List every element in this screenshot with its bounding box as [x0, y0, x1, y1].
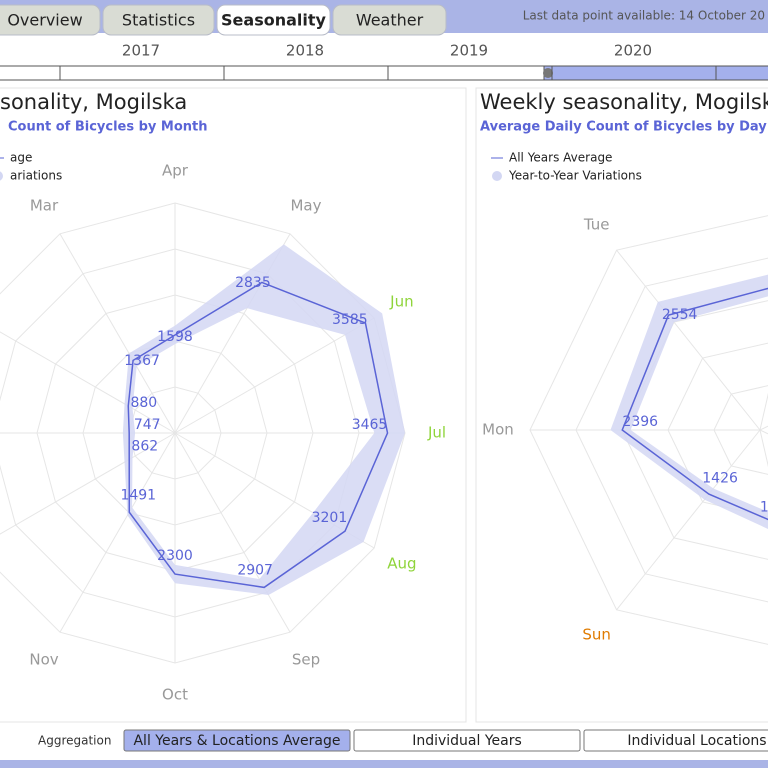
aggregation-button[interactable] [123, 729, 351, 752]
left-panel [0, 87, 467, 723]
aggregation-button-label[interactable]: Individual Locations [627, 733, 766, 749]
radar-spoke [616, 249, 761, 431]
data-label: 880 [130, 395, 157, 411]
tab[interactable] [102, 4, 215, 36]
data-label: 747 [134, 417, 161, 433]
radar-spoke [0, 331, 176, 434]
radar-spoke [759, 392, 768, 431]
tab-label[interactable]: Weather [356, 11, 424, 30]
year-label[interactable]: 2017 [122, 42, 160, 60]
data-label: 862 [131, 438, 158, 454]
radar-spoke [174, 317, 375, 434]
radar-spoke [59, 432, 176, 633]
year-label[interactable]: 2018 [286, 42, 324, 60]
legend-label: age [10, 151, 32, 165]
chart-subtitle: Average Daily Count of Bicycles by Day o [480, 120, 768, 135]
data-label: 3585 [332, 312, 368, 328]
radar-spoke [616, 429, 761, 611]
data-label: 2300 [157, 548, 193, 564]
tab[interactable] [216, 4, 331, 36]
category-label: Jun [389, 293, 413, 311]
legend-label: Year-to-Year Variations [508, 169, 642, 183]
last-data-point: Last data point available: 14 October 20 [523, 9, 765, 23]
category-label: Nov [29, 650, 58, 668]
aggregation-button-label[interactable]: All Years & Locations Average [133, 733, 340, 749]
radar-spoke [59, 233, 176, 434]
year-label[interactable]: 2019 [450, 42, 488, 60]
tab-label[interactable]: Statistics [122, 11, 195, 30]
data-label: 1491 [120, 488, 156, 504]
tab-label[interactable]: Seasonality [221, 11, 326, 30]
data-label: 1367 [124, 353, 160, 369]
radar-spoke [759, 429, 768, 468]
category-label: Mon [482, 421, 514, 439]
tab[interactable] [0, 4, 101, 36]
category-label: Oct [162, 686, 188, 704]
chart-subtitle: Count of Bicycles by Month [8, 120, 208, 135]
chart-title: Weekly seasonality, Mogilska [480, 90, 768, 114]
legend-swatch [0, 171, 3, 181]
variation-band [122, 244, 405, 596]
year-label[interactable]: 2020 [614, 42, 652, 60]
aggregation-button-label[interactable]: Individual Years [412, 733, 522, 749]
bottom-bar [0, 760, 768, 768]
data-label: 2835 [235, 275, 271, 291]
data-label: 1700 [760, 500, 768, 516]
right-panel [475, 87, 768, 723]
radar-grid [621, 300, 768, 560]
category-label: Jul [427, 424, 446, 442]
radar-spoke [0, 432, 176, 535]
data-label: 2554 [662, 307, 698, 323]
radar-grid [575, 257, 768, 603]
legend-swatch [492, 171, 502, 181]
data-label: 3465 [352, 417, 388, 433]
radar-grid [529, 215, 768, 645]
category-label: Tue [583, 216, 610, 234]
data-label: 1426 [702, 470, 738, 486]
category-label: Sun [582, 625, 611, 643]
radar-grid [667, 342, 768, 518]
tab[interactable] [332, 4, 447, 36]
radar-spoke [174, 432, 291, 633]
category-label: Aug [387, 555, 416, 573]
variation-band [610, 274, 768, 529]
aggregation-label: Aggregation [38, 734, 111, 748]
average-line [621, 287, 768, 521]
aggregation-button[interactable] [583, 729, 768, 752]
category-label: Mar [30, 197, 59, 215]
radar-grid [713, 385, 768, 475]
data-label: 3201 [312, 510, 348, 526]
data-label: 2396 [622, 414, 658, 430]
timeline-handle[interactable] [543, 68, 553, 78]
aggregation-button[interactable] [353, 729, 581, 752]
legend-label: ariations [10, 169, 62, 183]
legend-label: All Years Average [509, 151, 612, 165]
average-line [127, 281, 389, 589]
category-label: Apr [162, 162, 189, 180]
data-label: 1598 [157, 329, 193, 345]
category-label: May [290, 197, 321, 215]
tab-label[interactable]: Overview [7, 11, 82, 30]
data-label: 2907 [237, 563, 273, 579]
chart-title: sonality, Mogilska [0, 90, 187, 114]
category-label: Sep [292, 650, 320, 668]
timeline-selection [543, 65, 768, 81]
